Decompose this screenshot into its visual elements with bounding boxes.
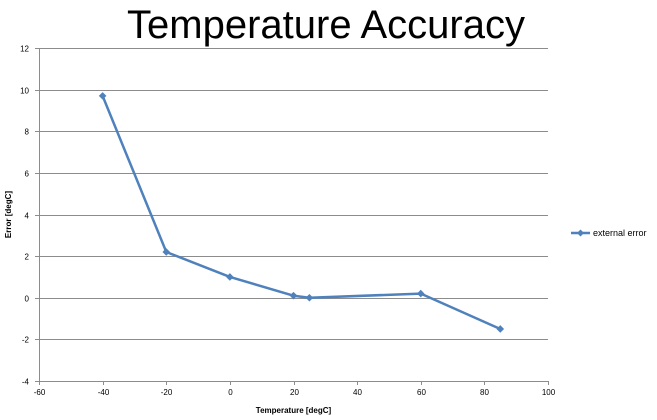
x-tick-label: 40	[353, 388, 362, 397]
x-tick-label: -40	[98, 388, 110, 397]
chart-title: Temperature Accuracy	[127, 3, 525, 47]
x-tick-label: 0	[228, 388, 233, 397]
data-point-marker	[98, 92, 107, 100]
y-tick-label: -2	[22, 336, 30, 345]
legend-label: external error	[593, 228, 647, 238]
y-tick-label: 12	[20, 45, 29, 54]
data-point-marker	[416, 289, 425, 298]
y-tick-label: -4	[22, 378, 30, 387]
axes	[39, 48, 548, 382]
data-point-marker	[496, 325, 505, 333]
x-tick-label: -20	[161, 388, 173, 397]
data-point-marker	[305, 293, 314, 302]
x-tick-labels: -60 -40 -20 0 20 40 60 80 100	[34, 381, 556, 397]
series-external-error	[98, 92, 505, 333]
y-tick-label: 2	[25, 253, 30, 262]
x-tick-label: 100	[542, 388, 556, 397]
y-tick-label: 0	[25, 295, 30, 304]
series-layer	[98, 92, 505, 333]
series-line	[101, 95, 501, 331]
y-tick-label: 10	[20, 87, 29, 96]
legend: external error	[571, 228, 647, 238]
y-tick-labels: -4 -2 0 2 4 6 8 10 12	[20, 45, 39, 387]
x-axis-title: Temperature [degC]	[256, 406, 332, 415]
data-point-marker	[162, 248, 171, 256]
x-tick-label: 60	[417, 388, 426, 397]
y-tick-label: 8	[25, 128, 30, 137]
data-point-marker	[226, 273, 234, 281]
x-tick-label: -60	[34, 388, 46, 397]
x-tick-label: 20	[290, 388, 299, 397]
legend-marker-swatch	[577, 229, 584, 237]
x-tick-label: 80	[480, 388, 489, 397]
y-tick-label: 4	[25, 212, 30, 221]
y-axis-title: Error [degC]	[4, 191, 13, 238]
y-tick-label: 6	[25, 170, 30, 179]
data-point-marker	[289, 291, 298, 300]
gridlines	[39, 48, 548, 382]
